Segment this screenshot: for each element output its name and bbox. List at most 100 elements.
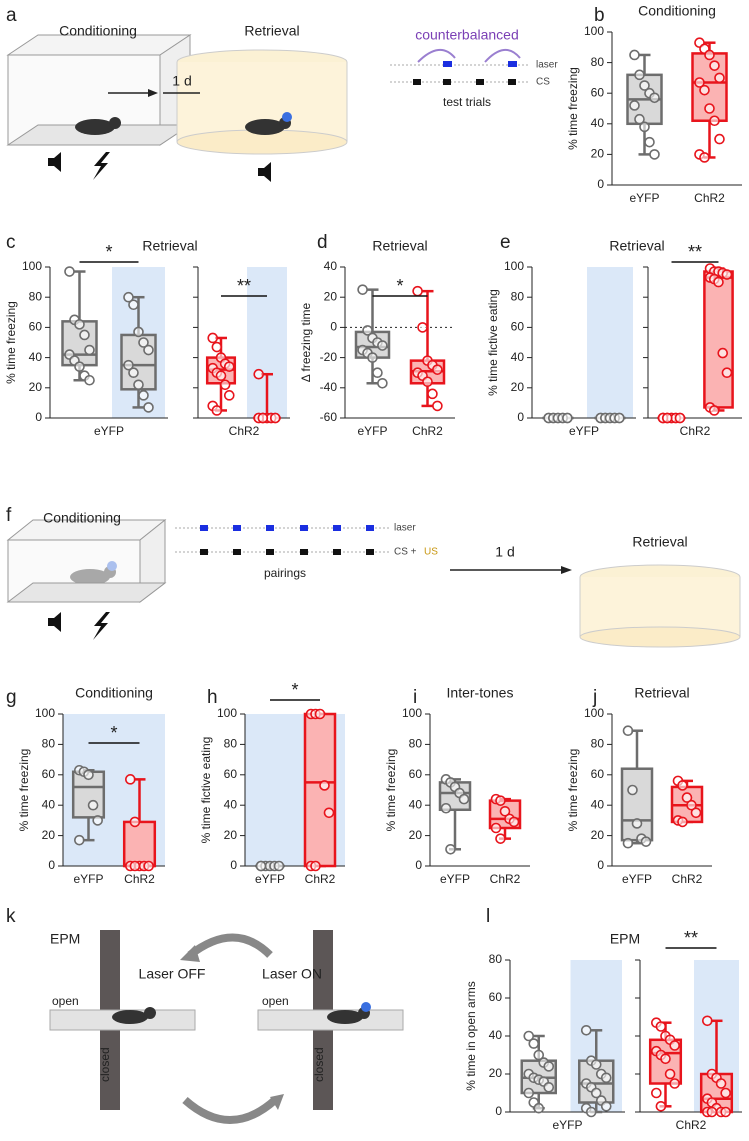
data-point xyxy=(600,1072,612,1084)
label: US xyxy=(424,547,438,558)
data-point xyxy=(495,833,506,844)
x-axis-label: eYFP xyxy=(552,1118,582,1132)
data-point xyxy=(651,1087,662,1099)
chart-title: Retrieval xyxy=(634,685,689,701)
panel-letter: g xyxy=(6,687,17,708)
x-axis-label: ChR2 xyxy=(229,424,260,438)
data-point xyxy=(543,1082,555,1093)
y-tick-label: 60 xyxy=(42,767,56,781)
x-axis-label: eYFP xyxy=(94,424,124,438)
data-point xyxy=(702,1015,713,1027)
x-tick-label: eYFP xyxy=(73,872,103,886)
data-point xyxy=(655,1101,667,1112)
data-point xyxy=(622,837,634,849)
label: Retrieval xyxy=(244,23,299,39)
data-point xyxy=(709,60,720,71)
y-tick-label: 80 xyxy=(409,737,423,751)
pairing-marks xyxy=(200,525,374,555)
data-point xyxy=(495,795,506,806)
data-point xyxy=(661,412,673,424)
y-tick-label: 0 xyxy=(330,320,337,334)
data-point xyxy=(720,1106,731,1118)
data-point xyxy=(660,1053,671,1065)
data-point xyxy=(440,802,452,814)
data-point xyxy=(143,860,154,872)
data-point xyxy=(631,818,643,829)
label: CS + xyxy=(394,547,417,558)
data-point xyxy=(713,276,724,288)
y-tick-label: 100 xyxy=(402,706,422,720)
x-tick-label: eYFP xyxy=(622,872,652,886)
data-point xyxy=(721,367,733,379)
data-point xyxy=(87,799,99,811)
y-tick-label: 20 xyxy=(511,380,525,394)
x-tick-label: ChR2 xyxy=(305,872,336,886)
chart-title: Conditioning xyxy=(75,685,153,701)
panel-letter: d xyxy=(317,232,328,253)
data-point xyxy=(372,367,383,379)
data-point xyxy=(709,115,720,127)
data-point xyxy=(211,405,223,416)
data-point xyxy=(523,1030,535,1042)
x-tick-label: ChR2 xyxy=(672,872,703,886)
data-point xyxy=(649,149,660,160)
data-point xyxy=(84,344,95,356)
significance-label: ** xyxy=(237,276,251,296)
y-tick-label: 100 xyxy=(584,706,604,720)
label: open xyxy=(262,994,289,1008)
x-tick-label: eYFP xyxy=(357,424,387,438)
y-axis-label: % time in open arms xyxy=(464,981,478,1090)
panel-f-schematic xyxy=(6,518,741,648)
data-point xyxy=(634,69,645,81)
data-point xyxy=(677,780,688,791)
x-axis-label: ChR2 xyxy=(676,1118,707,1132)
y-tick-label: 40 xyxy=(29,350,43,364)
data-point xyxy=(362,325,373,336)
label: Conditioning xyxy=(43,510,121,526)
label: 1 d xyxy=(172,73,191,89)
y-tick-label: 0 xyxy=(495,1104,502,1118)
label: laser xyxy=(536,60,558,71)
y-tick-label: 40 xyxy=(489,1028,503,1042)
data-point xyxy=(133,379,144,391)
y-tick-label: 40 xyxy=(409,797,423,811)
label: Laser ON xyxy=(262,966,322,982)
chart-title: EPM xyxy=(610,931,640,947)
data-point xyxy=(138,337,149,348)
y-tick-label: 0 xyxy=(415,858,422,872)
x-tick-label: ChR2 xyxy=(412,424,443,438)
data-point xyxy=(257,412,269,424)
y-tick-label: 100 xyxy=(35,706,55,720)
data-point xyxy=(721,269,733,280)
data-point xyxy=(681,792,693,803)
data-point xyxy=(674,412,686,424)
data-point xyxy=(499,805,511,817)
y-tick-label: 80 xyxy=(511,289,525,303)
data-point xyxy=(634,113,645,125)
y-tick-label: 40 xyxy=(324,259,338,273)
y-tick-label: 0 xyxy=(48,858,55,872)
data-point xyxy=(74,834,85,846)
data-point xyxy=(427,388,438,400)
label: Retrieval xyxy=(632,534,687,550)
data-point xyxy=(255,860,267,872)
data-point xyxy=(412,285,423,297)
data-point xyxy=(123,291,134,303)
y-tick-label: 100 xyxy=(217,706,237,720)
data-point xyxy=(562,412,573,424)
y-axis-label: % time fictive eating xyxy=(199,737,213,844)
chart-title: Retrieval xyxy=(142,238,197,254)
box xyxy=(122,820,157,868)
x-tick-label: eYFP xyxy=(629,191,659,205)
y-axis-label: % time freezing xyxy=(566,749,580,832)
chart-title: Retrieval xyxy=(372,238,427,254)
data-point xyxy=(74,361,85,372)
data-point xyxy=(215,370,227,382)
label: Laser OFF xyxy=(139,966,206,982)
data-point xyxy=(699,84,710,96)
y-tick-label: 100 xyxy=(22,259,42,273)
chart-title: Retrieval xyxy=(609,238,664,254)
data-point xyxy=(253,368,265,380)
x-tick-label: ChR2 xyxy=(124,872,155,886)
